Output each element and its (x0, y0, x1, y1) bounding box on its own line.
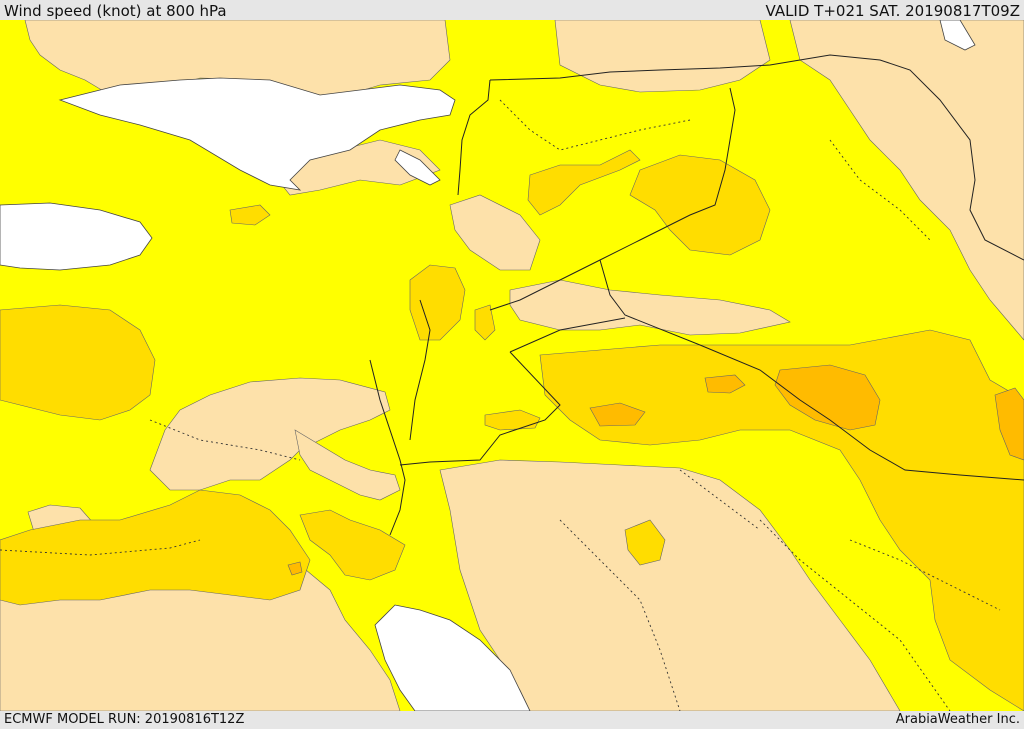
sea-areas (0, 20, 976, 711)
header-bar: Wind speed (knot) at 800 hPa VALID T+021… (0, 0, 1024, 20)
valid-time-label: VALID T+021 SAT. 20190817T09Z (765, 2, 1020, 20)
province-boundaries (0, 99, 1001, 711)
strong-wind-areas (287, 364, 1024, 576)
map-title: Wind speed (knot) at 800 hPa (4, 2, 227, 20)
calm-wind-areas (0, 20, 1024, 711)
moderate-wind-areas (0, 149, 1024, 711)
footer-bar: ECMWF MODEL RUN: 20190816T12Z ArabiaWeat… (0, 711, 1024, 729)
model-run-label: ECMWF MODEL RUN: 20190816T12Z (4, 712, 245, 727)
weather-map (0, 20, 1024, 711)
credit-label: ArabiaWeather Inc. (895, 712, 1020, 727)
country-borders (369, 54, 1024, 536)
map-canvas (0, 20, 1024, 711)
